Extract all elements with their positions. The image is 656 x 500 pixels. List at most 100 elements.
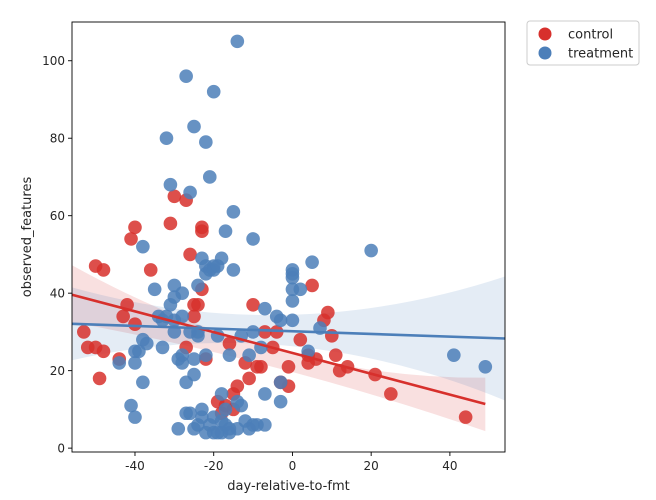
point-control (281, 359, 296, 374)
point-control (321, 305, 335, 320)
point-treatment (124, 398, 138, 413)
regression-lines (71, 293, 506, 406)
point-control (191, 297, 205, 312)
point-control (163, 216, 178, 231)
point-treatment (175, 356, 190, 370)
point-treatment (226, 205, 241, 219)
point-treatment (128, 410, 142, 424)
point-treatment (183, 185, 197, 200)
point-control (96, 344, 111, 359)
point-control (143, 263, 158, 277)
point-control (195, 224, 209, 238)
point-treatment (364, 243, 378, 258)
point-control (254, 359, 268, 374)
point-treatment (112, 356, 127, 370)
point-treatment (285, 313, 300, 328)
scatter-points (77, 34, 493, 440)
point-control (183, 247, 197, 262)
point-control (116, 309, 130, 324)
legend: control treatment (526, 20, 640, 66)
regression-line-treatment (71, 322, 506, 340)
point-control (305, 278, 319, 293)
point-treatment (163, 177, 178, 192)
y-tick-label: 80 (50, 132, 65, 146)
point-control (230, 379, 245, 393)
point-control (77, 325, 91, 339)
point-treatment (258, 418, 272, 432)
y-axis-label: observed_features (20, 177, 35, 298)
point-treatment (230, 34, 245, 49)
legend-label-control: control (568, 28, 613, 43)
y-tick-label: 0 (57, 442, 65, 456)
point-treatment (301, 344, 315, 359)
confidence-bands (72, 265, 505, 432)
point-treatment (183, 406, 197, 421)
point-treatment (214, 251, 229, 266)
point-control (258, 325, 272, 339)
point-control (328, 348, 343, 362)
point-control (187, 309, 201, 324)
point-control (325, 328, 339, 343)
point-treatment (139, 336, 154, 351)
point-treatment (175, 309, 190, 324)
plot-frame (71, 21, 506, 453)
x-tick-label: 40 (442, 459, 457, 473)
point-treatment (155, 340, 170, 355)
point-treatment (226, 263, 241, 277)
point-treatment (136, 375, 150, 390)
point-control (167, 189, 182, 204)
legend-label-treatment: treatment (568, 47, 633, 62)
point-treatment (222, 348, 237, 362)
y-tick-label: 20 (50, 364, 65, 378)
point-treatment (202, 170, 217, 184)
point-treatment (187, 352, 201, 366)
x-tick-label: 0 (289, 459, 297, 473)
point-treatment (171, 421, 186, 436)
point-treatment (273, 394, 288, 409)
point-treatment (191, 328, 205, 343)
y-tick-label: 40 (50, 287, 65, 301)
legend-marker-treatment (538, 46, 552, 60)
x-tick-label: -20 (204, 459, 224, 473)
point-control (293, 332, 308, 347)
point-treatment (218, 224, 233, 238)
y-tick-label: 60 (50, 209, 65, 223)
ci-band-treatment (72, 276, 505, 401)
point-treatment (285, 294, 300, 308)
point-control (128, 317, 142, 331)
point-treatment (447, 348, 461, 362)
point-control (242, 371, 256, 386)
point-treatment (199, 135, 213, 149)
point-control (96, 263, 111, 277)
point-control (128, 220, 142, 235)
point-treatment (242, 348, 256, 362)
regression-line-control (71, 293, 486, 406)
point-treatment (159, 131, 174, 146)
point-treatment (273, 313, 288, 328)
point-control (384, 387, 398, 401)
point-control (92, 371, 107, 386)
point-treatment (293, 282, 308, 297)
legend-marker-control (538, 27, 552, 41)
point-control (458, 410, 473, 424)
point-treatment (175, 286, 190, 300)
y-tick-label: 100 (42, 54, 65, 68)
point-treatment (206, 84, 221, 99)
point-treatment (179, 69, 193, 84)
x-tick-label: 20 (364, 459, 379, 473)
x-tick-label: -40 (125, 459, 145, 473)
point-treatment (187, 119, 201, 134)
ci-band-control (72, 265, 486, 432)
legend-frame (526, 20, 640, 66)
point-treatment (305, 255, 319, 269)
x-axis-label: day-relative-to-fmt (227, 479, 349, 494)
point-treatment (285, 270, 300, 285)
point-control (246, 297, 260, 312)
point-treatment (258, 387, 272, 401)
point-treatment (214, 387, 229, 401)
x-axis-ticks: -40 -20 0 20 40 (125, 452, 458, 473)
point-treatment (147, 282, 162, 297)
point-treatment (273, 375, 288, 390)
point-treatment (191, 278, 205, 293)
point-control (222, 336, 237, 351)
